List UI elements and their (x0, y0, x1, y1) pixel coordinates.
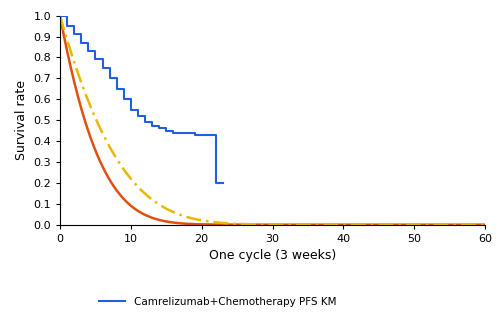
X-axis label: One cycle (3 weeks): One cycle (3 weeks) (209, 249, 336, 262)
Y-axis label: Survival rate: Survival rate (14, 80, 28, 160)
Legend: Camrelizumab+Chemotherapy PFS KM, Camrelizumab+Chemotherapy PFS Gompertz, Sintil: Camrelizumab+Chemotherapy PFS KM, Camrel… (99, 297, 372, 312)
